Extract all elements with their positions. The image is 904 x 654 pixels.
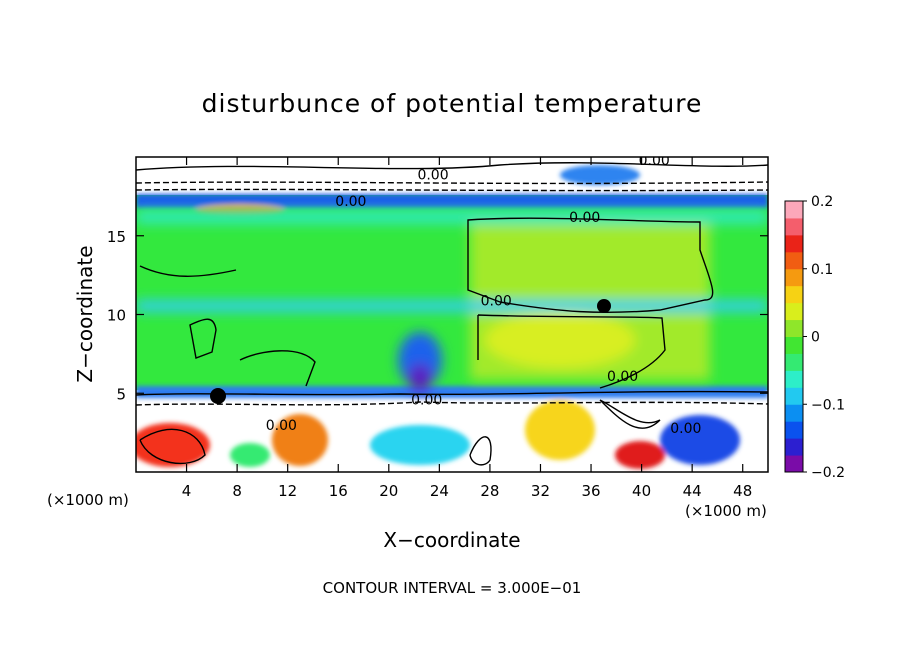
x-tick-label: 44	[683, 482, 702, 500]
colorbar-swatch	[785, 336, 803, 354]
y-axis-label: Z−coordinate	[73, 245, 97, 382]
x-tick-label: 48	[733, 482, 752, 500]
colorbar-tick-label: −0.1	[811, 397, 845, 413]
colorbar-swatch	[785, 370, 803, 388]
contour-label: 0.00	[266, 418, 297, 434]
colorbar-tick-label: 0.2	[811, 194, 833, 210]
x-unit-left: (×1000 m)	[47, 491, 129, 509]
y-tick-label: 15	[107, 228, 126, 246]
x-tick-label: 36	[581, 482, 600, 500]
colorbar-ticks: 0.2 0.1 0 −0.1 −0.2	[803, 194, 845, 481]
x-tick-label: 24	[430, 482, 449, 500]
plot-field: 0.00 0.00 0.00 0.00 0.00 0.00 0.00 0.00 0.00	[136, 153, 768, 472]
contour-label: 0.00	[569, 210, 600, 226]
colorbar-tick-label: 0.1	[811, 262, 833, 278]
x-axis-label: X−coordinate	[383, 528, 520, 552]
colorbar-swatch	[785, 455, 803, 473]
colorbar-swatch	[785, 251, 803, 270]
x-unit-right: (×1000 m)	[685, 502, 767, 520]
colorbar-swatch	[785, 421, 803, 439]
contour-label: 0.00	[411, 393, 442, 409]
colorbar-swatch	[785, 217, 803, 236]
contour-interval: CONTOUR INTERVAL = 3.000E−01	[323, 579, 582, 597]
x-tick-label: 28	[480, 482, 499, 500]
colorbar-tick-label: −0.2	[811, 465, 845, 481]
colorbar-swatch	[785, 438, 803, 456]
colorbar-swatch	[785, 387, 803, 405]
colorbar-swatch	[785, 404, 803, 422]
contour-label: 0.00	[639, 153, 670, 169]
x-tick-label: 4	[182, 482, 192, 500]
contour-label: 0.00	[417, 167, 448, 183]
y-ticks: 5 10 15	[107, 228, 768, 403]
x-tick-label: 8	[232, 482, 242, 500]
x-tick-label: 16	[329, 482, 348, 500]
contour-label: 0.00	[335, 194, 366, 210]
colorbar-swatch	[785, 201, 803, 219]
colorbar-swatch	[785, 319, 803, 337]
colorbar-swatch	[785, 234, 803, 253]
colorbar-swatch	[785, 353, 803, 371]
x-tick-label: 40	[632, 482, 651, 500]
colorbar-swatch	[785, 302, 803, 321]
y-tick-label: 10	[107, 307, 126, 325]
chart-title: disturbunce of potential temperature	[202, 89, 703, 118]
contour-label: 0.00	[607, 369, 638, 385]
contour-label: 0.00	[670, 421, 701, 437]
x-tick-label: 32	[531, 482, 550, 500]
contour-labels: 0.00 0.00 0.00 0.00 0.00 0.00 0.00 0.00 0.00	[266, 153, 702, 437]
x-tick-label: 12	[278, 482, 297, 500]
x-tick-label: 20	[379, 482, 398, 500]
colorbar-tick-label: 0	[811, 330, 820, 346]
colorbar-swatch	[785, 285, 803, 304]
colorbar	[785, 201, 803, 473]
x-ticks: 4 8 12 16 20 24 28 32 36 40 44 48	[182, 157, 752, 500]
y-tick-label: 5	[116, 385, 126, 403]
colorbar-swatch	[785, 268, 803, 287]
contour-label: 0.00	[481, 293, 512, 309]
